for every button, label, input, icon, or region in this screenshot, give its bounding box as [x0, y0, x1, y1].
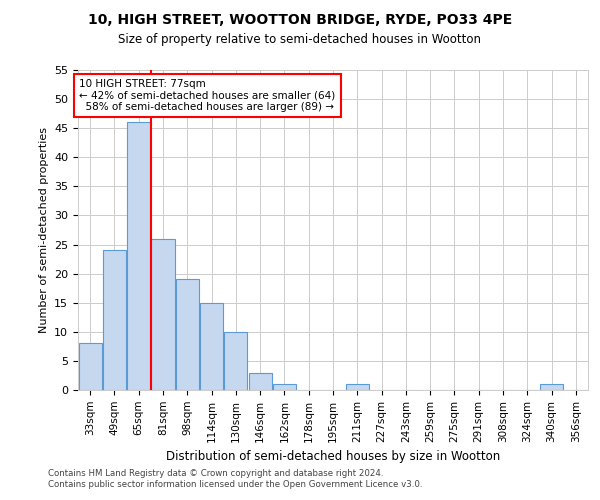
Bar: [224, 332, 247, 390]
Bar: [176, 280, 199, 390]
Y-axis label: Number of semi-detached properties: Number of semi-detached properties: [38, 127, 49, 333]
Text: 10, HIGH STREET, WOOTTON BRIDGE, RYDE, PO33 4PE: 10, HIGH STREET, WOOTTON BRIDGE, RYDE, P…: [88, 12, 512, 26]
Bar: [151, 238, 175, 390]
Bar: [273, 384, 296, 390]
Bar: [127, 122, 150, 390]
X-axis label: Distribution of semi-detached houses by size in Wootton: Distribution of semi-detached houses by …: [166, 450, 500, 463]
Bar: [200, 302, 223, 390]
Bar: [79, 344, 101, 390]
Text: 10 HIGH STREET: 77sqm
← 42% of semi-detached houses are smaller (64)
  58% of se: 10 HIGH STREET: 77sqm ← 42% of semi-deta…: [79, 78, 335, 112]
Bar: [103, 250, 126, 390]
Bar: [346, 384, 369, 390]
Text: Size of property relative to semi-detached houses in Wootton: Size of property relative to semi-detach…: [119, 32, 482, 46]
Text: Contains HM Land Registry data © Crown copyright and database right 2024.: Contains HM Land Registry data © Crown c…: [48, 468, 383, 477]
Bar: [540, 384, 563, 390]
Bar: [248, 372, 272, 390]
Text: Contains public sector information licensed under the Open Government Licence v3: Contains public sector information licen…: [48, 480, 422, 489]
